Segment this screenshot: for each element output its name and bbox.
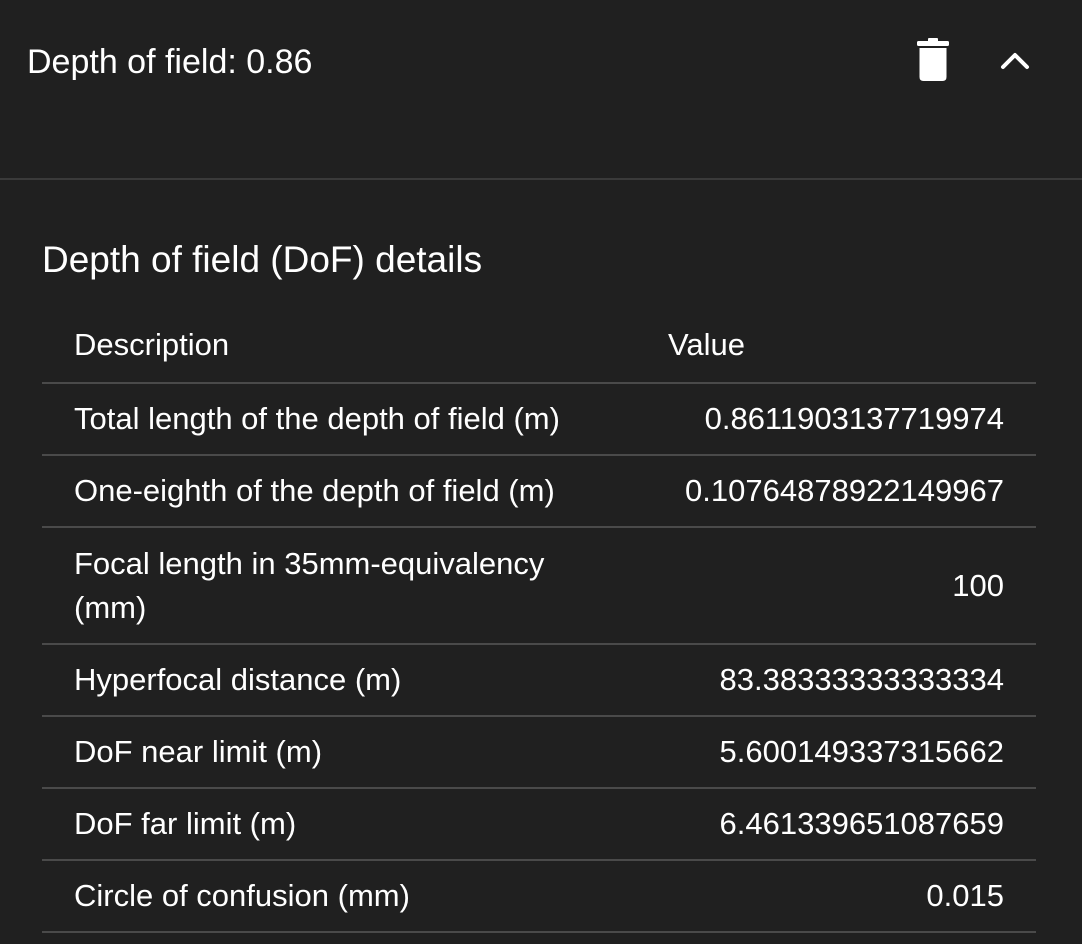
collapse-button[interactable] xyxy=(985,30,1045,90)
table-row: Hyperfocal distance (m) 83.3833333333333… xyxy=(42,644,1036,717)
row-description: One-eighth of the depth of field (m) xyxy=(42,455,636,528)
row-value: 0.8611903137719974 xyxy=(636,383,1036,456)
chevron-up-icon xyxy=(1001,53,1029,69)
details-title: Depth of field (DoF) details xyxy=(42,239,483,280)
delete-button[interactable] xyxy=(903,30,963,90)
column-header-value: Value xyxy=(636,307,1036,384)
table-header-row: Description Value xyxy=(42,307,1036,384)
row-description: DoF near limit (m) xyxy=(42,716,636,789)
row-description: Hyperfocal distance (m) xyxy=(42,644,636,717)
row-value: 5.600149337315662 xyxy=(636,716,1036,789)
row-description: Circle of confusion (mm) xyxy=(42,860,636,933)
table-row: Total length of the depth of field (m) 0… xyxy=(42,383,1036,456)
row-value: 0.015 xyxy=(636,860,1036,933)
table-row: Circle of confusion (mm) 0.015 xyxy=(42,860,1036,933)
dof-details-table: Description Value Total length of the de… xyxy=(42,307,1036,933)
table-row: One-eighth of the depth of field (m) 0.1… xyxy=(42,455,1036,528)
table-row: DoF near limit (m) 5.600149337315662 xyxy=(42,716,1036,789)
row-description: DoF far limit (m) xyxy=(42,788,636,861)
row-value: 6.461339651087659 xyxy=(636,788,1036,861)
column-header-description: Description xyxy=(42,307,636,384)
row-description: Total length of the depth of field (m) xyxy=(42,383,636,456)
row-value: 0.10764878922149967 xyxy=(636,455,1036,528)
panel-title: Depth of field: 0.86 xyxy=(27,43,313,81)
panel-header[interactable]: Depth of field: 0.86 xyxy=(0,0,1082,180)
table-row: Focal length in 35mm-equivalency (mm) 10… xyxy=(42,527,1036,645)
table-row: DoF far limit (m) 6.461339651087659 xyxy=(42,788,1036,861)
row-description: Focal length in 35mm-equivalency (mm) xyxy=(42,527,636,645)
trash-icon xyxy=(917,38,949,81)
row-value: 100 xyxy=(636,527,1036,645)
row-value: 83.38333333333334 xyxy=(636,644,1036,717)
